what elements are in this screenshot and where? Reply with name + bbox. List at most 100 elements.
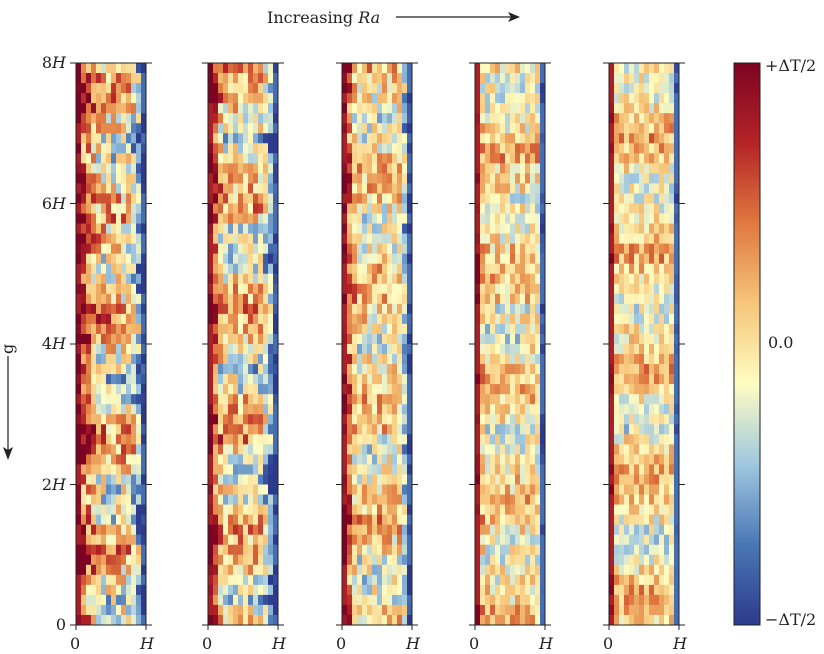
field-cell [500,594,506,606]
field-cell [377,444,383,455]
field-cell [228,273,234,285]
field-cell [86,133,92,144]
panel-ra-5 [603,62,685,630]
field-cell [233,494,239,505]
field-cell [263,263,269,275]
field-cell [609,163,615,174]
field-cell [223,414,229,425]
field-cell [515,514,521,526]
field-cell [674,223,680,235]
field-cell [342,414,348,425]
field-cell [357,93,363,104]
field-cell [263,454,269,465]
field-cell [208,103,214,114]
field-cell [101,253,107,265]
field-cell [213,444,219,455]
field-cell [218,123,224,134]
field-cell [649,354,655,365]
field-cell [669,263,675,275]
field-cell [654,293,660,305]
field-cell [253,83,259,94]
field-cell [614,143,620,154]
field-cell [101,333,107,345]
field-cell [654,323,660,335]
field-cell [515,123,521,134]
field-cell [263,494,269,505]
field-cell [268,93,274,104]
field-cell [397,444,403,455]
field-cell [387,454,393,465]
field-cell [495,494,501,505]
field-cell [387,213,393,224]
field-cell [273,313,279,325]
field-cell [81,323,87,335]
field-cell [342,344,348,355]
field-cell [639,193,645,204]
field-cell [367,73,373,84]
field-cell [609,384,615,395]
field-cell [76,484,82,495]
field-cell [392,354,398,365]
field-cell [238,163,244,174]
field-cell [525,434,531,445]
field-cell [243,223,249,235]
field-cell [654,424,660,435]
field-cell [609,243,615,255]
field-cell [505,454,511,465]
field-cell [407,153,413,164]
field-cell [372,213,378,224]
field-cell [634,344,640,355]
field-cell [136,63,142,74]
field-cell [253,273,259,285]
field-cell [86,344,92,355]
field-cell [505,414,511,425]
field-cell [520,323,526,335]
field-cell [609,93,615,104]
field-cell [111,153,117,164]
field-cell [639,454,645,465]
field-cell [213,113,219,124]
field-cell [485,243,491,255]
field-cell [664,604,670,616]
field-cell [609,464,615,475]
field-cell [233,434,239,445]
field-cell [619,404,625,415]
field-cell [116,424,122,435]
field-cell [674,574,680,586]
field-cell [407,213,413,224]
field-cell [76,263,82,275]
field-cell [81,514,87,526]
field-cell [258,313,264,325]
field-cell [91,333,97,345]
field-cell [535,153,541,164]
field-cell [208,143,214,154]
field-cell [258,273,264,285]
field-cell [352,313,358,325]
field-cell [81,213,87,224]
field-cell [263,424,269,435]
field-cell [629,303,635,315]
field-cell [111,354,117,365]
field-cell [392,333,398,345]
field-cell [407,183,413,194]
field-cell [228,223,234,235]
field-cell [669,384,675,395]
field-cell [233,414,239,425]
field-cell [243,454,249,465]
field-cell [136,574,142,586]
field-cell [530,63,536,74]
field-cell [387,303,393,315]
field-cell [121,584,127,596]
field-cell [258,554,264,566]
field-cell [258,243,264,255]
field-cell [86,414,92,425]
field-cell [352,574,358,586]
field-cell [634,193,640,204]
field-cell [402,143,408,154]
field-cell [619,574,625,586]
field-cell [218,494,224,505]
field-cell [101,494,107,505]
field-cell [213,223,219,235]
field-cell [213,133,219,144]
field-cell [111,394,117,405]
